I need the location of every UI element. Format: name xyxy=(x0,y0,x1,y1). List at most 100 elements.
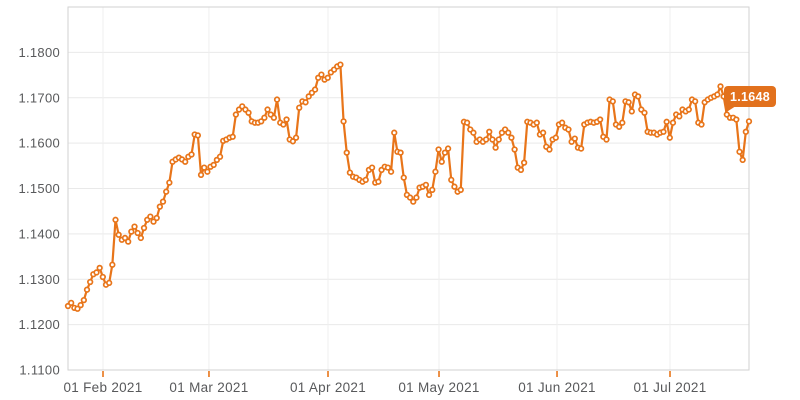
x-axis-label: 01 Mar 2021 xyxy=(169,380,248,395)
y-axis-label: 1.1300 xyxy=(18,272,60,287)
data-point-marker xyxy=(660,128,667,135)
data-point-marker xyxy=(552,134,559,141)
data-point-marker xyxy=(305,93,312,100)
x-axis-label: 01 Feb 2021 xyxy=(63,380,142,395)
data-point-marker xyxy=(96,264,103,272)
x-axis-ticks xyxy=(102,371,671,377)
badge-value-label: 1.1648 xyxy=(730,90,770,104)
data-point-marker xyxy=(492,144,499,151)
data-point-marker xyxy=(470,129,477,136)
data-point-marker xyxy=(397,149,404,156)
data-point-marker xyxy=(83,286,91,293)
data-point-marker xyxy=(429,186,436,194)
y-axis-label: 1.1200 xyxy=(18,317,60,332)
data-point-marker xyxy=(508,134,515,141)
data-point-marker xyxy=(676,113,683,120)
data-point-marker xyxy=(343,149,350,156)
data-point-marker xyxy=(121,234,129,242)
data-point-marker xyxy=(546,146,553,153)
data-point-marker xyxy=(318,71,325,78)
data-point-marker xyxy=(368,164,376,171)
data-point-marker xyxy=(422,181,430,189)
data-point-marker xyxy=(628,108,635,115)
data-point-marker xyxy=(489,136,496,143)
data-point-marker xyxy=(739,156,746,164)
data-point-marker xyxy=(77,301,84,309)
data-point-marker xyxy=(692,98,699,105)
data-point-marker xyxy=(615,123,623,130)
data-point-marker xyxy=(619,119,626,126)
data-point-marker xyxy=(302,99,309,106)
data-point-marker xyxy=(641,109,648,116)
data-point-marker xyxy=(663,118,670,125)
data-point-marker xyxy=(264,106,271,113)
data-point-marker xyxy=(74,305,81,312)
data-point-marker xyxy=(324,74,331,81)
data-point-marker xyxy=(112,216,119,223)
data-point-marker xyxy=(634,93,642,100)
data-point-marker xyxy=(406,194,414,201)
data-point-marker xyxy=(438,158,445,165)
data-point-marker xyxy=(733,116,740,123)
data-point-marker xyxy=(232,111,240,118)
data-point-marker xyxy=(609,98,616,105)
data-point-marker xyxy=(292,134,300,141)
data-point-marker xyxy=(413,194,420,201)
data-point-marker xyxy=(80,296,87,304)
data-point-marker xyxy=(505,129,512,136)
y-axis-labels: 1.1100 1.1200 1.1300 1.1400 1.1500 1.1600 1.17… xyxy=(18,45,60,378)
data-point-marker xyxy=(166,179,173,186)
current-value-badge: 1.1648 xyxy=(724,86,776,113)
data-point-marker xyxy=(558,119,566,126)
data-point-marker xyxy=(362,176,369,184)
x-axis-label: 01 Jul 2021 xyxy=(633,380,706,395)
y-gridlines xyxy=(68,51,749,371)
data-point-marker xyxy=(517,166,525,174)
data-point-marker xyxy=(261,114,268,121)
data-point-marker xyxy=(698,121,705,128)
data-point-marker xyxy=(384,164,392,171)
data-point-marker xyxy=(150,218,157,225)
data-point-marker xyxy=(147,213,154,220)
data-point-marker xyxy=(245,109,252,116)
data-point-marker xyxy=(435,146,442,153)
data-point-marker xyxy=(153,214,160,222)
data-point-marker xyxy=(486,128,493,135)
plot-border xyxy=(67,6,750,371)
data-point-marker xyxy=(188,151,195,158)
y-axis-label: 1.1100 xyxy=(19,363,60,378)
data-point-marker xyxy=(134,229,141,237)
data-point-marker xyxy=(410,198,417,205)
data-point-marker xyxy=(346,169,354,176)
data-point-marker xyxy=(340,118,347,125)
data-point-marker xyxy=(625,99,632,106)
data-point-marker xyxy=(520,159,528,166)
data-point-marker xyxy=(156,203,164,210)
data-point-marker xyxy=(210,161,217,169)
data-point-marker xyxy=(289,138,297,145)
data-point-marker xyxy=(441,149,449,156)
y-axis-label: 1.1400 xyxy=(18,226,60,241)
data-point-marker xyxy=(565,126,572,133)
data-point-marker xyxy=(258,118,265,125)
data-point-marker xyxy=(283,116,290,123)
data-point-marker xyxy=(425,191,433,199)
x-axis-labels: 01 Feb 2021 01 Mar 2021 01 Apr 2021 01 May … xyxy=(63,380,706,395)
data-point-marker xyxy=(201,164,208,171)
data-point-marker xyxy=(387,168,395,175)
data-point-marker xyxy=(533,119,540,126)
y-axis-label: 1.1700 xyxy=(18,90,60,105)
data-point-marker xyxy=(270,114,278,121)
data-point-marker xyxy=(216,153,224,160)
data-point-marker xyxy=(93,269,100,276)
badge-background xyxy=(724,86,776,107)
data-point-marker xyxy=(571,135,578,142)
data-point-marker xyxy=(463,119,471,126)
data-point-marker xyxy=(194,132,202,139)
x-axis-label: 01 May 2021 xyxy=(398,380,479,395)
y-axis-label: 1.1500 xyxy=(18,181,60,196)
data-point-marker xyxy=(669,119,677,126)
data-point-marker xyxy=(717,83,724,90)
data-point-marker xyxy=(391,129,398,136)
